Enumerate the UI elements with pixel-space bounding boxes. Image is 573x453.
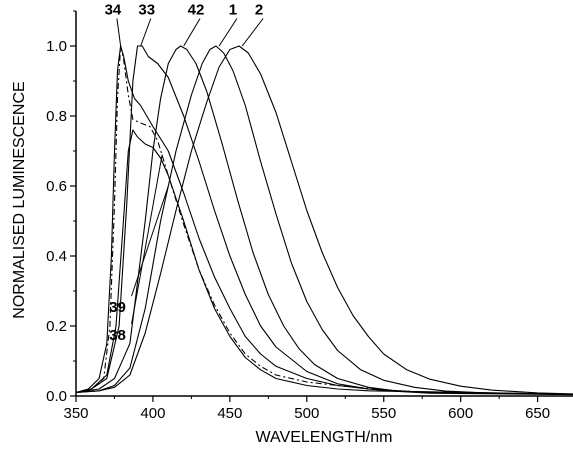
series-label: 1: [229, 2, 237, 19]
series-label: 38: [109, 327, 126, 344]
y-tick-label: 0.4: [46, 248, 67, 265]
annotation-leader-line: [131, 154, 163, 325]
series-line-39: [75, 45, 573, 395]
y-tick-label: 0.6: [46, 178, 67, 195]
y-tick-label: 0.0: [46, 388, 67, 405]
annotation-leader-line: [116, 18, 122, 47]
series-label: 42: [188, 2, 205, 19]
series-line-38: [75, 129, 573, 395]
y-axis-title: NORMALISED LUMINESCENCE: [11, 81, 28, 318]
series-line-42: [75, 45, 573, 396]
series-label: 39: [109, 299, 126, 316]
x-tick-label: 500: [294, 405, 319, 422]
y-tick-label: 0.2: [46, 318, 67, 335]
x-tick-label: 400: [140, 405, 165, 422]
y-tick-label: 0.8: [46, 108, 67, 125]
x-tick-label: 650: [525, 405, 550, 422]
series-line-1: [75, 45, 573, 396]
x-axis-title: WAVELENGTH/nm: [256, 429, 393, 446]
series-line-2: [75, 45, 573, 395]
series-label: 34: [105, 2, 122, 19]
annotation-leader-line: [218, 18, 238, 47]
y-tick-label: 1.0: [46, 38, 67, 55]
x-tick-label: 450: [217, 405, 242, 422]
series-label: 2: [255, 2, 263, 19]
annotation-leader-line: [140, 18, 152, 47]
x-tick-label: 550: [371, 405, 396, 422]
series-line-33: [75, 45, 573, 395]
annotations: 34 33 42 1 2 39 38: [105, 2, 264, 344]
axis-ticks: 350 400 450 500 550 600 650 0.0 0.2 0.4 0.6 0.8 1.0: [46, 10, 550, 422]
annotation-leader-line: [241, 18, 264, 47]
plot-frame: [75, 11, 573, 397]
series-label: 33: [138, 2, 155, 19]
x-tick-label: 600: [448, 405, 473, 422]
x-tick-label: 350: [63, 405, 88, 422]
series-line-34: [75, 45, 573, 395]
annotation-leader-line: [183, 18, 201, 47]
annotation-leader-line: [131, 185, 169, 297]
series-lines: [75, 45, 573, 396]
